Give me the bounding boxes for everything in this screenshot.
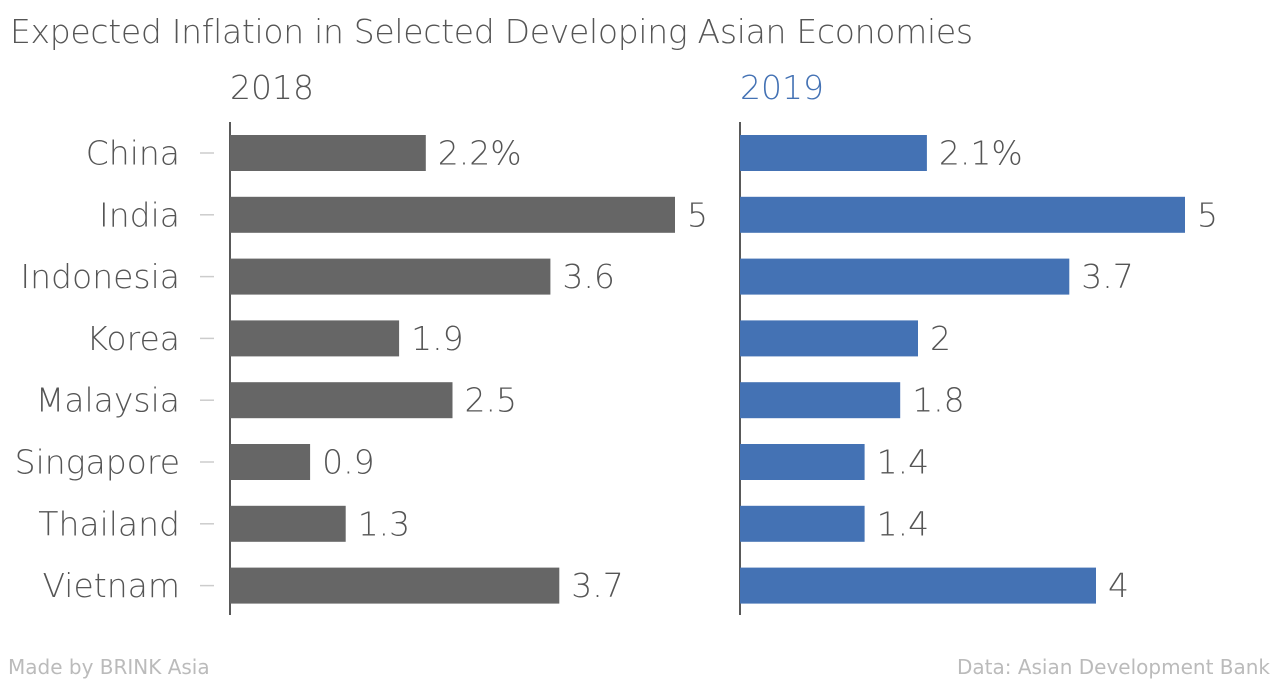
bar-2019-malaysia: [740, 382, 901, 419]
bar-2019-india: [740, 196, 1185, 233]
data-label-2018-indonesia: 3.6: [562, 257, 614, 296]
bar-2018-indonesia: [230, 258, 551, 295]
bar-2019-vietnam: [740, 567, 1096, 604]
data-label-2019-malaysia: 1.8: [912, 381, 964, 420]
chart-title: Expected Inflation in Selected Developin…: [10, 12, 973, 51]
bar-2019-korea: [740, 320, 918, 357]
bar-2018-vietnam: [230, 567, 560, 604]
bar-2018-thailand: [230, 505, 346, 542]
data-label-2018-india: 5: [687, 195, 708, 234]
bar-2018-korea: [230, 320, 400, 357]
footer-source: Data: Asian Development Bank: [956, 655, 1270, 679]
data-label-2018-malaysia: 2.5: [465, 381, 517, 420]
data-label-2019-indonesia: 3.7: [1081, 257, 1133, 296]
data-label-2019-vietnam: 4: [1108, 566, 1129, 605]
category-label-vietnam: Vietnam: [42, 566, 180, 605]
data-label-2019-singapore: 1.4: [877, 443, 929, 482]
panel-title-2018: 2018: [230, 68, 314, 107]
footer-credit: Made by BRINK Asia: [8, 655, 210, 679]
data-label-2018-china: 2.2%: [438, 134, 522, 173]
category-label-india: India: [99, 195, 180, 234]
bar-2019-indonesia: [740, 258, 1070, 295]
data-label-2019-china: 2.1%: [939, 134, 1023, 173]
bar-2018-india: [230, 196, 675, 233]
category-label-china: China: [86, 134, 180, 173]
bar-chart: China India Indonesia Korea Malaysia Singapor…: [15, 122, 1218, 615]
category-label-malaysia: Malaysia: [36, 381, 180, 420]
category-label-indonesia: Indonesia: [20, 257, 180, 296]
category-label-thailand: Thailand: [38, 504, 180, 543]
bar-2019-singapore: [740, 444, 865, 480]
bar-2018-singapore: [230, 444, 311, 480]
data-label-2019-korea: 2: [930, 319, 951, 358]
bar-2019-china: [740, 135, 927, 171]
data-label-2018-korea: 1.9: [411, 319, 463, 358]
data-label-2019-india: 5: [1197, 195, 1218, 234]
panel-title-2019: 2019: [740, 68, 824, 107]
category-label-singapore: Singapore: [15, 443, 180, 482]
data-label-2018-thailand: 1.3: [358, 504, 410, 543]
bar-2018-china: [230, 135, 426, 171]
data-label-2018-vietnam: 3.7: [571, 566, 623, 605]
data-label-2019-thailand: 1.4: [877, 504, 929, 543]
bar-2018-malaysia: [230, 382, 453, 419]
category-label-korea: Korea: [86, 319, 180, 358]
data-label-2018-singapore: 0.9: [322, 443, 374, 482]
bar-2019-thailand: [740, 505, 865, 542]
